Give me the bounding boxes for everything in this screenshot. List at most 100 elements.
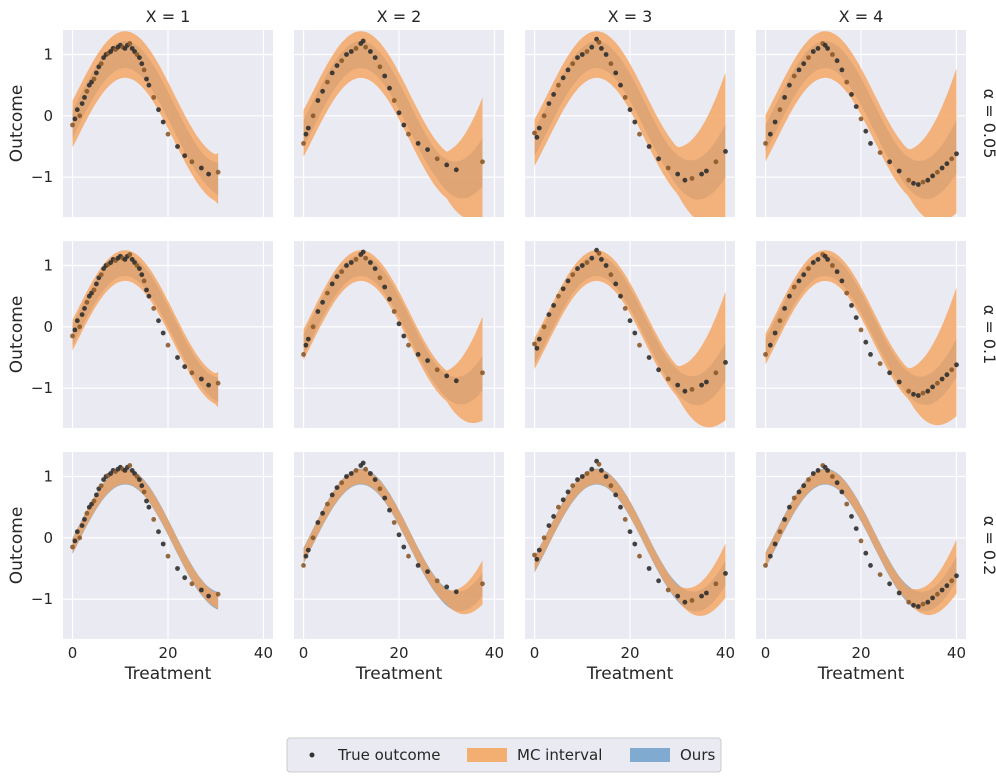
true-outcome-point [310,324,316,330]
true-outcome-point [939,376,945,382]
true-outcome-point [787,293,792,299]
true-outcome-point [723,360,728,365]
true-outcome-point [127,463,133,468]
true-outcome-point [480,581,485,587]
true-outcome-point [139,61,145,67]
true-outcome-point [944,372,950,378]
true-outcome-point [401,333,407,339]
true-outcome-point [391,309,397,314]
true-outcome-point [353,257,359,262]
true-outcome-point [160,330,166,336]
true-outcome-point [344,263,349,268]
true-outcome-point [353,468,359,473]
true-outcome-point [723,149,728,154]
true-outcome-point [560,497,566,503]
panel-r2-c3 [525,241,735,428]
true-outcome-point [382,73,388,79]
true-outcome-point [782,306,787,311]
true-outcome-point [613,70,619,76]
true-outcome-point [589,44,595,50]
panel-r2-c2 [294,241,504,428]
true-outcome-point [541,535,547,541]
true-outcome-point [415,352,421,357]
true-outcome-point [834,480,840,486]
true-outcome-point [415,141,421,146]
true-outcome-point [575,477,580,482]
true-outcome-point [334,274,340,279]
true-outcome-point [608,272,614,278]
true-outcome-point [801,272,807,278]
true-outcome-point [579,52,585,57]
true-outcome-point [925,177,931,183]
y-tick-label: −1 [31,168,53,186]
x-tick-label: 0 [68,644,78,662]
panel-r1-c1 [63,30,273,217]
legend-band-swatch [467,748,507,762]
x-axis-label: Treatment [355,664,443,684]
true-outcome-point [656,578,661,584]
true-outcome-point [944,583,950,589]
true-outcome-point [141,67,147,73]
true-outcome-point [925,599,931,605]
true-outcome-point [74,318,80,324]
true-outcome-point [396,321,402,327]
true-outcome-point [534,134,540,140]
true-outcome-point [868,352,873,357]
true-outcome-point [810,471,816,476]
true-outcome-point [570,61,576,67]
true-outcome-point [844,290,850,296]
true-outcome-point [954,573,959,579]
panel-r2-c1 [63,241,273,428]
true-outcome-point [849,92,854,97]
true-outcome-point [949,156,955,162]
true-outcome-point [915,604,921,609]
true-outcome-point [599,468,604,473]
true-outcome-point [541,324,547,330]
true-outcome-point [91,287,97,293]
true-outcome-point [806,55,811,60]
legend-label: Ours [680,746,715,764]
true-outcome-point [646,144,652,149]
true-outcome-point [565,489,571,495]
true-outcome-point [339,480,345,486]
true-outcome-point [791,73,797,79]
true-outcome-point [444,162,450,168]
true-outcome-point [344,52,349,57]
true-outcome-point [565,278,571,284]
true-outcome-point [689,598,695,603]
true-outcome-point [534,345,540,351]
true-outcome-point [603,263,609,268]
true-outcome-point [551,303,556,308]
x-tick-label: 20 [158,644,177,662]
true-outcome-point [139,272,145,278]
true-outcome-point [565,67,571,73]
true-outcome-point [406,342,411,348]
true-outcome-point [763,352,768,357]
true-outcome-point [589,255,595,261]
true-outcome-point [334,63,340,68]
true-outcome-point [348,471,354,476]
true-outcome-point [830,263,835,268]
true-outcome-point [825,257,830,262]
true-outcome-point [796,67,802,73]
true-outcome-point [787,504,792,510]
true-outcome-point [839,278,845,284]
true-outcome-point [82,306,87,311]
x-tick-label: 0 [299,644,309,662]
panel-r3-c1 [63,452,273,639]
true-outcome-point [72,327,78,333]
true-outcome-point [480,370,485,376]
true-outcome-point [656,367,661,373]
true-outcome-point [596,39,602,45]
column-title: X = 1 [146,7,191,26]
true-outcome-point [675,382,681,388]
true-outcome-point [806,477,811,482]
row-title: α = 0.1 [980,305,996,365]
true-outcome-point [767,342,773,348]
true-outcome-point [84,510,90,516]
x-tick-label: 40 [947,644,966,662]
true-outcome-point [199,165,204,171]
true-outcome-point [141,489,147,495]
true-outcome-point [806,266,811,271]
true-outcome-point [425,358,430,363]
